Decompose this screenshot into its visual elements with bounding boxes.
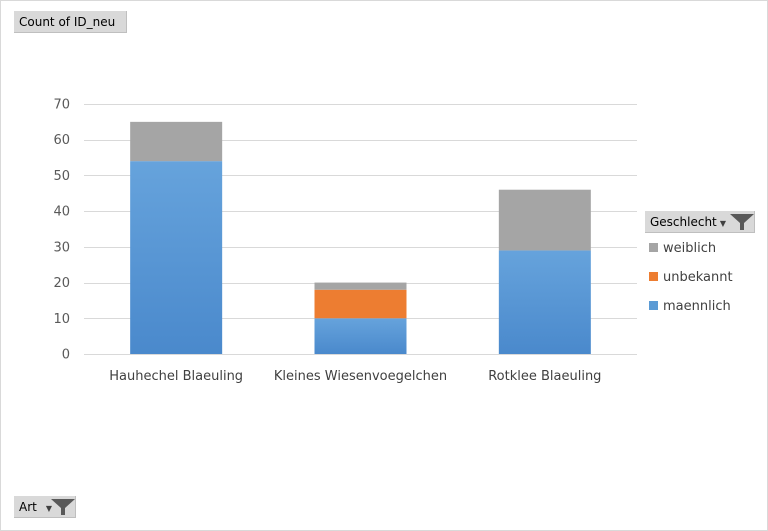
legend-item-unbekannt[interactable]: unbekannt [649,269,733,287]
y-tick-label: 0 [62,348,70,363]
axis-field-label: Art [19,500,37,514]
legend-label: maennlich [663,299,731,314]
legend-label: unbekannt [663,270,733,285]
legend-item-weiblich[interactable]: weiblich [649,240,716,258]
y-tick-label: 10 [53,312,70,327]
legend-field-button[interactable]: Geschlecht ▼ [645,211,755,233]
legend-swatch [649,243,658,252]
axis-field-button[interactable]: Art ▼ [14,496,76,518]
y-tick-label: 20 [53,276,70,291]
category-label: Kleines Wiesenvoegelchen [274,369,447,384]
bar-segment-weiblich[interactable] [498,189,591,251]
bars [130,121,591,354]
y-tick-label: 40 [53,205,70,220]
legend-swatch [649,301,658,310]
legend-item-maennlich[interactable]: maennlich [649,298,731,316]
filter-icon[interactable] [729,213,755,231]
category-label: Rotklee Blaeuling [488,369,601,384]
legend-field-label: Geschlecht [650,215,717,229]
legend-label: weiblich [663,241,717,256]
category-label: Hauhechel Blaeuling [109,369,243,384]
y-tick-label: 60 [53,133,70,148]
value-field-button[interactable]: Count of ID_neu [14,11,127,33]
bar-segment-maennlich[interactable] [314,318,407,354]
filter-icon[interactable] [50,498,76,516]
y-tick-label: 50 [53,169,70,184]
bar-segment-maennlich[interactable] [130,161,223,354]
bar-segment-maennlich[interactable] [498,250,591,354]
value-field-label: Count of ID_neu [19,15,116,29]
y-tick-label: 70 [53,98,70,113]
x-axis-labels: Hauhechel Blaeuling Kleines Wiesenvoegelc… [109,369,601,384]
bar-segment-weiblich[interactable] [130,121,223,162]
y-axis-labels: 0 10 20 30 40 50 60 70 [53,98,70,363]
dropdown-arrow-icon[interactable]: ▼ [45,504,53,513]
dropdown-arrow-icon[interactable]: ▼ [719,219,727,228]
bar-segment-weiblich[interactable] [314,282,407,290]
y-tick-label: 30 [53,240,70,255]
bar-segment-unbekannt[interactable] [314,289,407,319]
legend-swatch [649,272,658,281]
